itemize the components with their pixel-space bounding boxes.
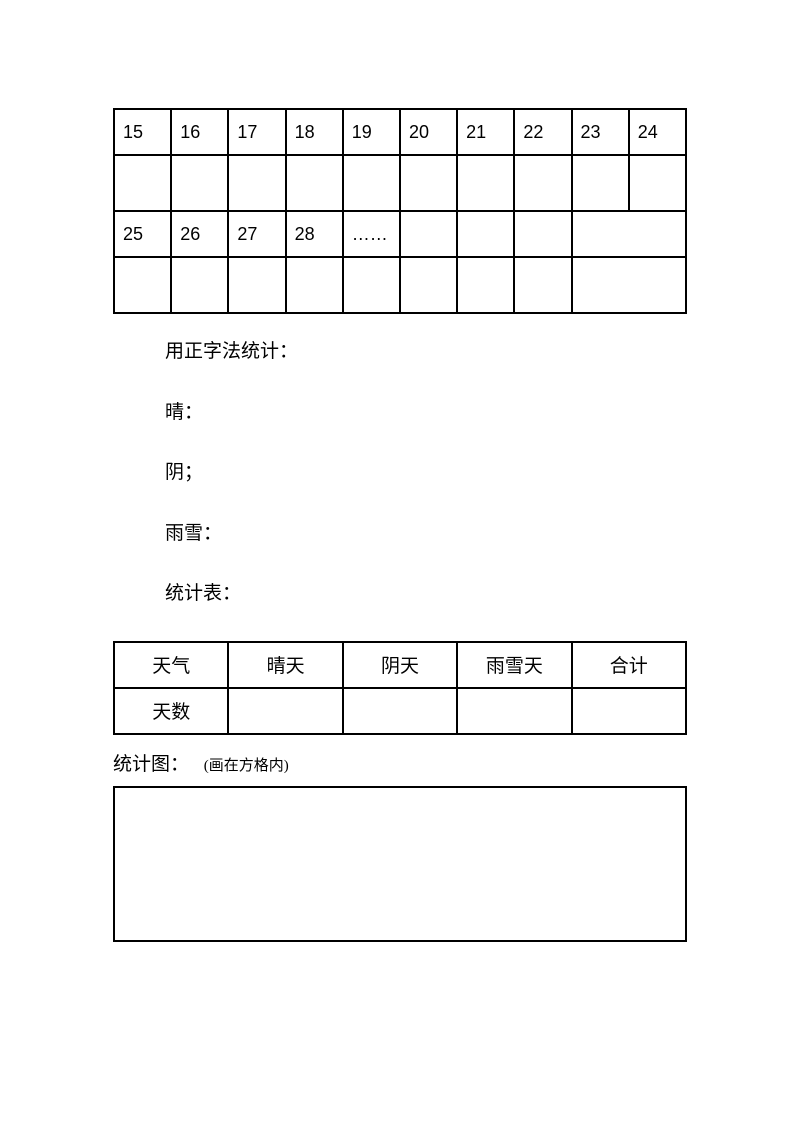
calendar-cell: 25 xyxy=(114,211,171,257)
calendar-cell xyxy=(457,155,514,211)
tally-cloudy: 阴； xyxy=(165,459,687,488)
stats-header-cell: 天气 xyxy=(114,642,228,688)
calendar-cell xyxy=(286,257,343,313)
table-row: 天数 xyxy=(114,688,686,734)
chart-label-row: 统计图： (画在方格内) xyxy=(113,749,687,776)
calendar-cell: 15 xyxy=(114,109,171,155)
calendar-cell xyxy=(572,257,687,313)
calendar-cell xyxy=(457,257,514,313)
calendar-cell xyxy=(400,155,457,211)
stats-cell xyxy=(343,688,457,734)
stats-cell xyxy=(228,688,342,734)
tally-title: 用正字法统计： xyxy=(165,338,687,367)
calendar-cell xyxy=(343,257,400,313)
calendar-cell: 22 xyxy=(514,109,571,155)
tally-sunny: 晴： xyxy=(165,399,687,428)
calendar-cell xyxy=(171,155,228,211)
calendar-cell: …… xyxy=(343,211,400,257)
calendar-cell: 17 xyxy=(228,109,285,155)
stats-cell xyxy=(457,688,571,734)
stats-cell xyxy=(572,688,686,734)
calendar-cell: 23 xyxy=(572,109,629,155)
calendar-cell xyxy=(228,155,285,211)
table-row: 天气 晴天 阴天 雨雪天 合计 xyxy=(114,642,686,688)
calendar-cell xyxy=(343,155,400,211)
calendar-cell: 18 xyxy=(286,109,343,155)
calendar-cell xyxy=(114,155,171,211)
chart-box xyxy=(113,786,687,942)
chart-label: 统计图： xyxy=(113,754,189,775)
table-row: 15 16 17 18 19 20 21 22 23 24 xyxy=(114,109,686,155)
calendar-cell: 27 xyxy=(228,211,285,257)
calendar-cell xyxy=(514,257,571,313)
calendar-cell xyxy=(400,211,457,257)
calendar-cell: 16 xyxy=(171,109,228,155)
calendar-cell: 28 xyxy=(286,211,343,257)
stats-table: 天气 晴天 阴天 雨雪天 合计 天数 xyxy=(113,641,687,735)
calendar-cell xyxy=(572,155,629,211)
stats-header-cell: 合计 xyxy=(572,642,686,688)
calendar-cell xyxy=(286,155,343,211)
calendar-cell xyxy=(629,155,686,211)
calendar-cell xyxy=(228,257,285,313)
stats-header-cell: 晴天 xyxy=(228,642,342,688)
calendar-table: 15 16 17 18 19 20 21 22 23 24 25 26 27 xyxy=(113,108,687,314)
stats-row-label: 天数 xyxy=(114,688,228,734)
calendar-cell: 21 xyxy=(457,109,514,155)
stats-table-label: 统计表： xyxy=(165,580,687,609)
calendar-cell xyxy=(171,257,228,313)
calendar-cell: 26 xyxy=(171,211,228,257)
calendar-cell: 24 xyxy=(629,109,686,155)
calendar-cell xyxy=(514,211,571,257)
calendar-cell xyxy=(114,257,171,313)
tally-section: 用正字法统计： 晴： 阴； 雨雪： 统计表： xyxy=(165,338,687,609)
stats-header-cell: 雨雪天 xyxy=(457,642,571,688)
calendar-cell xyxy=(572,211,687,257)
chart-hint: (画在方格内) xyxy=(204,758,289,774)
table-row: 25 26 27 28 …… xyxy=(114,211,686,257)
table-row xyxy=(114,257,686,313)
tally-rainsnow: 雨雪： xyxy=(165,520,687,549)
table-row xyxy=(114,155,686,211)
stats-header-cell: 阴天 xyxy=(343,642,457,688)
calendar-cell: 19 xyxy=(343,109,400,155)
calendar-cell: 20 xyxy=(400,109,457,155)
calendar-cell xyxy=(457,211,514,257)
calendar-cell xyxy=(400,257,457,313)
calendar-cell xyxy=(514,155,571,211)
